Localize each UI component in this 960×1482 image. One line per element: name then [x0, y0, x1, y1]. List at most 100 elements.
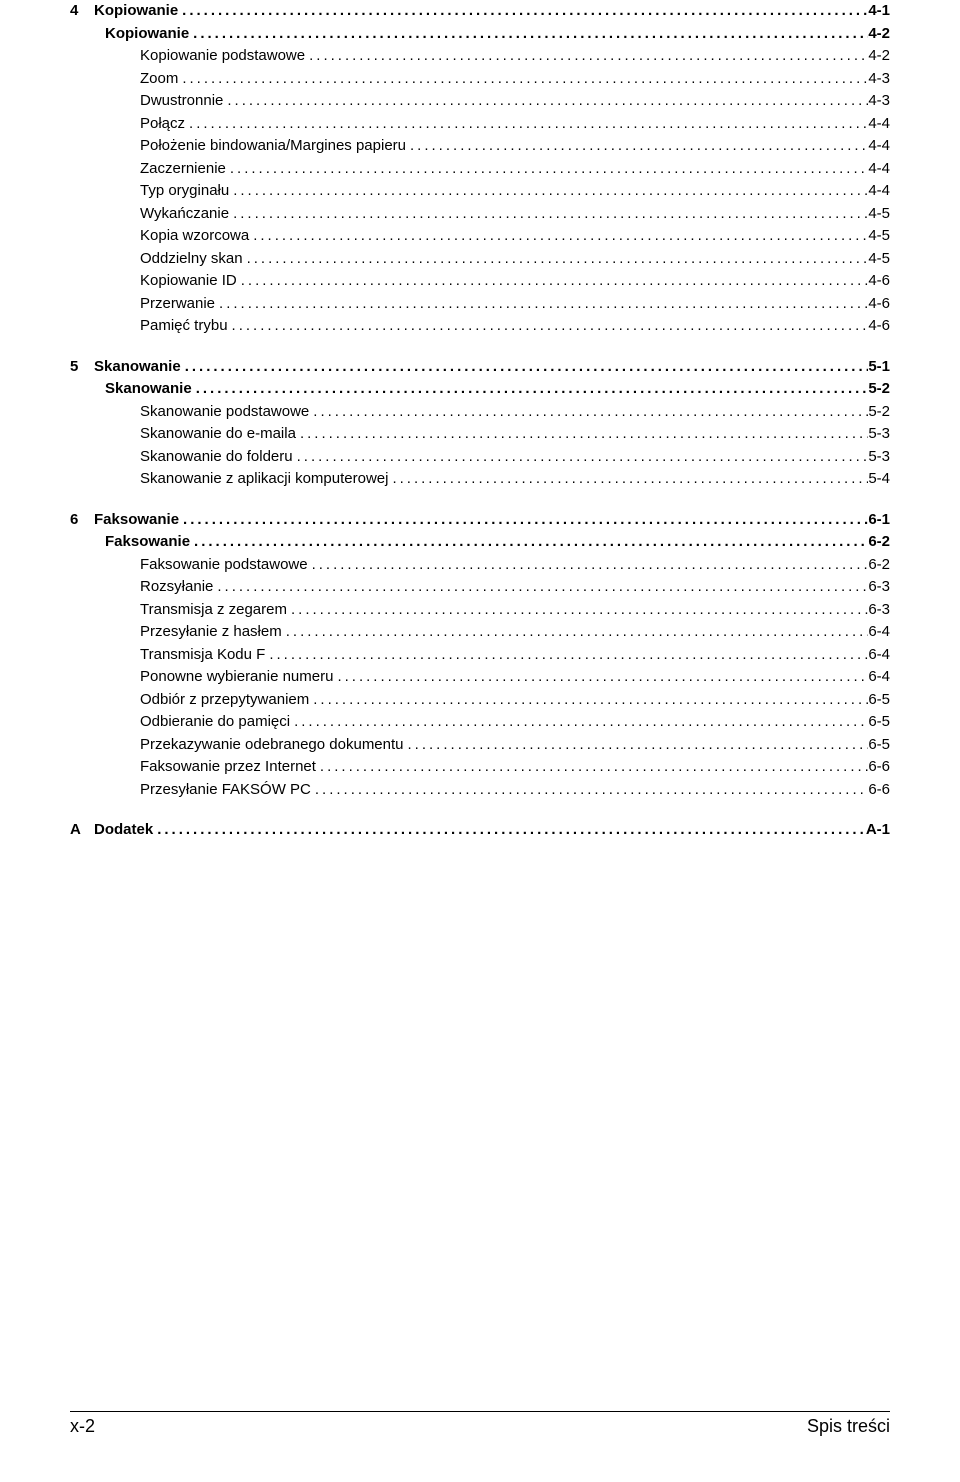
toc-label: Faksowanie podstawowe	[140, 554, 308, 577]
toc-page-number: 5-3	[868, 446, 890, 469]
toc-label: Kopiowanie ID	[140, 270, 237, 293]
toc-leader-dots	[185, 113, 868, 136]
toc-label: Faksowanie przez Internet	[140, 756, 316, 779]
toc-page-number: 5-3	[868, 423, 890, 446]
toc-entry: Kopiowanie podstawowe4-2	[140, 45, 890, 68]
toc-label: Transmisja Kodu F	[140, 644, 265, 667]
toc-entry: Rozsyłanie 6-3	[140, 576, 890, 599]
toc-page-number: 6-3	[868, 576, 890, 599]
toc-entry: Pamięć trybu 4-6	[140, 315, 890, 338]
toc-page-number: 4-2	[868, 23, 890, 46]
toc-label: Pamięć trybu	[140, 315, 228, 338]
footer-left: x-2	[70, 1416, 95, 1437]
toc-page-number: 4-6	[868, 293, 890, 316]
toc-entry: 5Skanowanie5-1	[70, 356, 890, 379]
toc-entry: Połącz 4-4	[140, 113, 890, 136]
toc-page-number: 6-6	[868, 779, 890, 802]
toc-page-number: 6-5	[868, 689, 890, 712]
toc-leader-dots	[178, 68, 868, 91]
toc-label: Skanowanie podstawowe	[140, 401, 309, 424]
toc-entry: Skanowanie do folderu5-3	[140, 446, 890, 469]
toc-label: Kopiowanie podstawowe	[140, 45, 305, 68]
toc-label: Rozsyłanie	[140, 576, 213, 599]
toc-leader-dots	[229, 203, 868, 226]
toc-page-number: 5-2	[868, 401, 890, 424]
toc-entry: Przerwanie4-6	[140, 293, 890, 316]
toc-label: Skanowanie	[94, 356, 181, 379]
toc-entry: Skanowanie z aplikacji komputerowej5-4	[140, 468, 890, 491]
toc-leader-dots	[192, 378, 869, 401]
toc-entry: Położenie bindowania/Margines papieru 4-4	[140, 135, 890, 158]
toc-entry: Skanowanie do e-maila 5-3	[140, 423, 890, 446]
footer-right: Spis treści	[807, 1416, 890, 1437]
toc-label: Przesyłanie z hasłem	[140, 621, 282, 644]
toc-gap	[70, 338, 890, 356]
toc-leader-dots	[296, 423, 868, 446]
toc-leader-dots	[189, 23, 868, 46]
toc-leader-dots	[229, 180, 868, 203]
toc-section-number: 5	[70, 356, 94, 379]
toc-page-number: 6-3	[868, 599, 890, 622]
toc-page-number: 6-2	[868, 554, 890, 577]
toc-label: Kopiowanie	[94, 0, 178, 23]
toc-entry: ADodatekA-1	[70, 819, 890, 842]
toc-entry: 4Kopiowanie 4-1	[70, 0, 890, 23]
toc-leader-dots	[290, 711, 868, 734]
toc-entry: Zaczernienie4-4	[140, 158, 890, 181]
toc-leader-dots	[308, 554, 869, 577]
toc-leader-dots	[293, 446, 869, 469]
toc-entry: Faksowanie podstawowe 6-2	[140, 554, 890, 577]
toc-page-number: 6-4	[868, 621, 890, 644]
toc-entry: Transmisja Kodu F 6-4	[140, 644, 890, 667]
toc-label: Faksowanie	[94, 509, 179, 532]
toc-section-number: 6	[70, 509, 94, 532]
toc-leader-dots	[287, 599, 868, 622]
page-footer: x-2 Spis treści	[70, 1411, 890, 1437]
toc-label: Ponowne wybieranie numeru	[140, 666, 333, 689]
toc-page-number: 5-2	[868, 378, 890, 401]
toc-label: Skanowanie	[105, 378, 192, 401]
toc-page-number: 6-4	[868, 666, 890, 689]
toc-label: Skanowanie do e-maila	[140, 423, 296, 446]
toc-page-number: 4-3	[868, 90, 890, 113]
toc-label: Odbiór z przepytywaniem	[140, 689, 309, 712]
toc-entry: Faksowanie przez Internet6-6	[140, 756, 890, 779]
toc-page-number: 4-4	[868, 135, 890, 158]
toc-label: Typ oryginału	[140, 180, 229, 203]
toc-entry: Wykańczanie4-5	[140, 203, 890, 226]
toc-page-number: 6-4	[868, 644, 890, 667]
toc-page-number: 4-3	[868, 68, 890, 91]
toc-leader-dots	[243, 248, 869, 271]
toc-page-number: 4-1	[868, 0, 890, 23]
toc-label: Kopiowanie	[105, 23, 189, 46]
toc-section-number: 4	[70, 0, 94, 23]
toc-page-number: 5-4	[868, 468, 890, 491]
toc-page-number: 4-6	[868, 315, 890, 338]
toc-leader-dots	[388, 468, 868, 491]
toc-entry: Przesyłanie FAKSÓW PC6-6	[140, 779, 890, 802]
toc-section-number: A	[70, 819, 94, 842]
toc-page-number: 4-4	[868, 158, 890, 181]
toc-leader-dots	[309, 689, 868, 712]
toc-leader-dots	[265, 644, 868, 667]
toc-leader-dots	[223, 90, 868, 113]
toc-entry: Zoom4-3	[140, 68, 890, 91]
toc-entry: Typ oryginału4-4	[140, 180, 890, 203]
toc-page-number: 4-4	[868, 113, 890, 136]
toc-leader-dots	[249, 225, 868, 248]
toc-label: Połącz	[140, 113, 185, 136]
toc-entry: Oddzielny skan4-5	[140, 248, 890, 271]
toc-entry: Kopiowanie 4-2	[105, 23, 890, 46]
toc-entry: Ponowne wybieranie numeru 6-4	[140, 666, 890, 689]
toc-label: Przekazywanie odebranego dokumentu	[140, 734, 404, 757]
toc-leader-dots	[179, 509, 868, 532]
toc-entry: Przekazywanie odebranego dokumentu6-5	[140, 734, 890, 757]
toc-entry: Faksowanie6-2	[105, 531, 890, 554]
toc-label: Kopia wzorcowa	[140, 225, 249, 248]
toc-leader-dots	[228, 315, 869, 338]
toc-leader-dots	[226, 158, 868, 181]
toc-entry: 6Faksowanie6-1	[70, 509, 890, 532]
toc-leader-dots	[213, 576, 868, 599]
toc-label: Położenie bindowania/Margines papieru	[140, 135, 406, 158]
toc-leader-dots	[237, 270, 869, 293]
